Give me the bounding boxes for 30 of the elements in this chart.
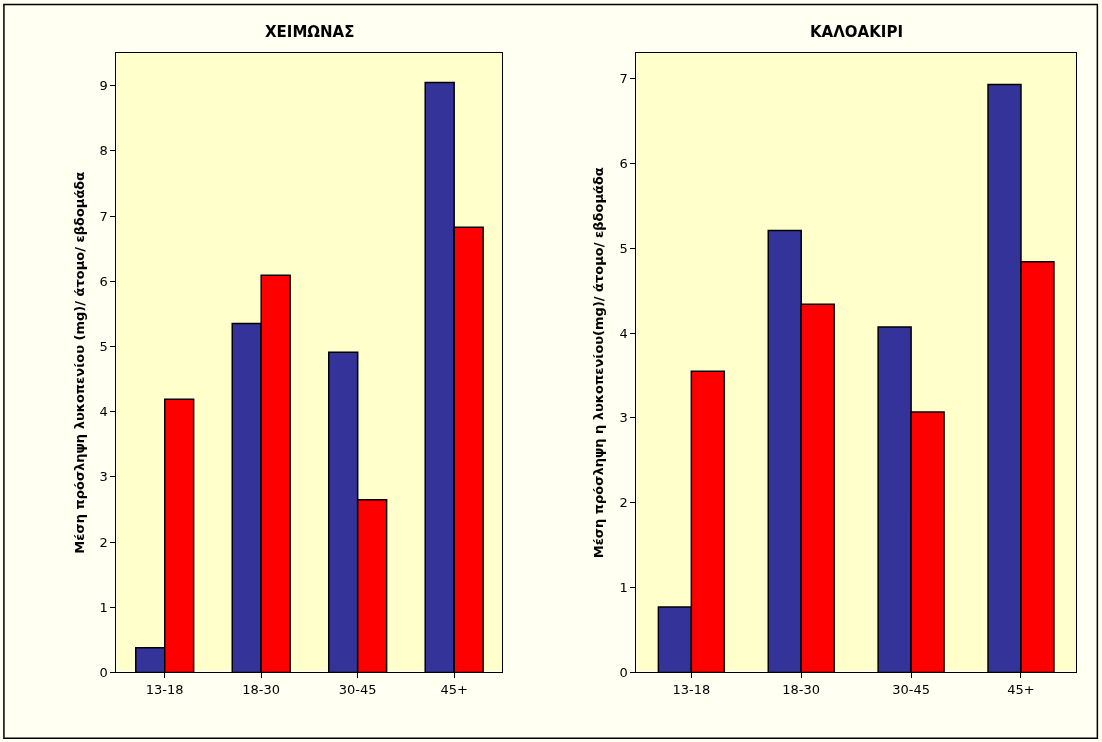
- x-tick-label: 18-30: [782, 682, 821, 697]
- y-tick-label: 1: [99, 599, 108, 615]
- y-tick-label: 2: [619, 495, 628, 511]
- y-tick-label: 5: [99, 338, 108, 354]
- x-tick-label: 45+: [1007, 682, 1035, 697]
- y-tick-label: 3: [99, 469, 108, 485]
- y-tick-label: 9: [99, 78, 108, 94]
- y-axis-title: Μέση πρόσληψη η λυκοπενίου(mg)/ άτομο/ εβδομάδα: [591, 167, 607, 559]
- y-tick-label: 4: [619, 325, 628, 341]
- y-tick-label: 0: [619, 664, 628, 680]
- y-tick-label: 5: [619, 240, 628, 256]
- x-tick-label: 45+: [440, 682, 468, 697]
- y-tick-label: 7: [619, 71, 628, 87]
- x-tick-label: 13-18: [672, 682, 711, 697]
- y-tick-label: 8: [99, 143, 108, 159]
- x-tick-label: 18-30: [242, 682, 281, 697]
- x-tick-label: 13-18: [145, 682, 184, 697]
- y-axis-title: Μέση πρόσληψη λυκοπενίου (mg)/ άτομο/ εβδομάδα: [71, 171, 87, 554]
- y-tick-label: 0: [99, 664, 108, 680]
- y-tick-label: 3: [619, 410, 628, 426]
- chart-title: ΚΑΛΟΑΚΙΡΙ: [810, 23, 903, 41]
- x-tick-label: 30-45: [338, 682, 377, 697]
- y-tick-label: 2: [99, 534, 108, 550]
- chart-title: ΧΕΙΜΩΝΑΣ: [265, 23, 355, 41]
- x-tick-label: 30-45: [892, 682, 930, 697]
- y-tick-label: 4: [99, 404, 108, 420]
- y-tick-label: 1: [619, 580, 628, 596]
- y-tick-label: 7: [99, 208, 108, 224]
- y-tick-label: 6: [99, 273, 108, 289]
- y-tick-label: 6: [619, 155, 628, 171]
